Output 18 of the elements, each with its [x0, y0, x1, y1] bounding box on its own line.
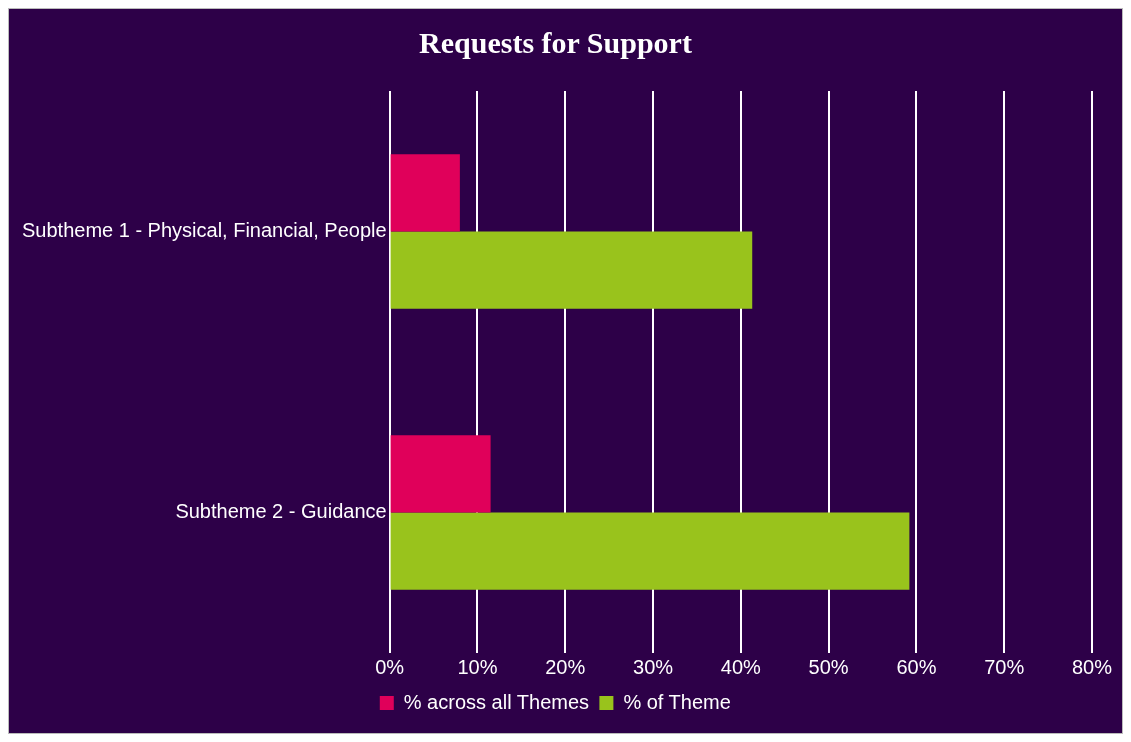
x-tick-label: 50% [808, 655, 849, 678]
x-tick-label: 60% [896, 655, 937, 678]
legend-label: % of Theme [623, 690, 731, 713]
legend-label: % across all Themes [403, 690, 590, 713]
x-tick-label: 10% [457, 655, 498, 678]
x-tick-label: 40% [720, 655, 762, 678]
y-tick-label: Subtheme 1 - Physical, Financial, People [22, 219, 387, 242]
x-tick-label: 20% [545, 655, 586, 678]
bar [390, 154, 460, 232]
x-tick-label: 80% [1071, 655, 1113, 678]
chart-title: Requests for Support [419, 25, 692, 59]
x-tick-label: 70% [984, 655, 1025, 678]
x-tick-label: 0% [375, 655, 405, 678]
bar [390, 435, 491, 513]
x-tick-label: 30% [633, 655, 674, 678]
bar [390, 512, 910, 590]
bar [390, 231, 753, 309]
y-tick-label: Subtheme 2 - Guidance [175, 500, 387, 523]
